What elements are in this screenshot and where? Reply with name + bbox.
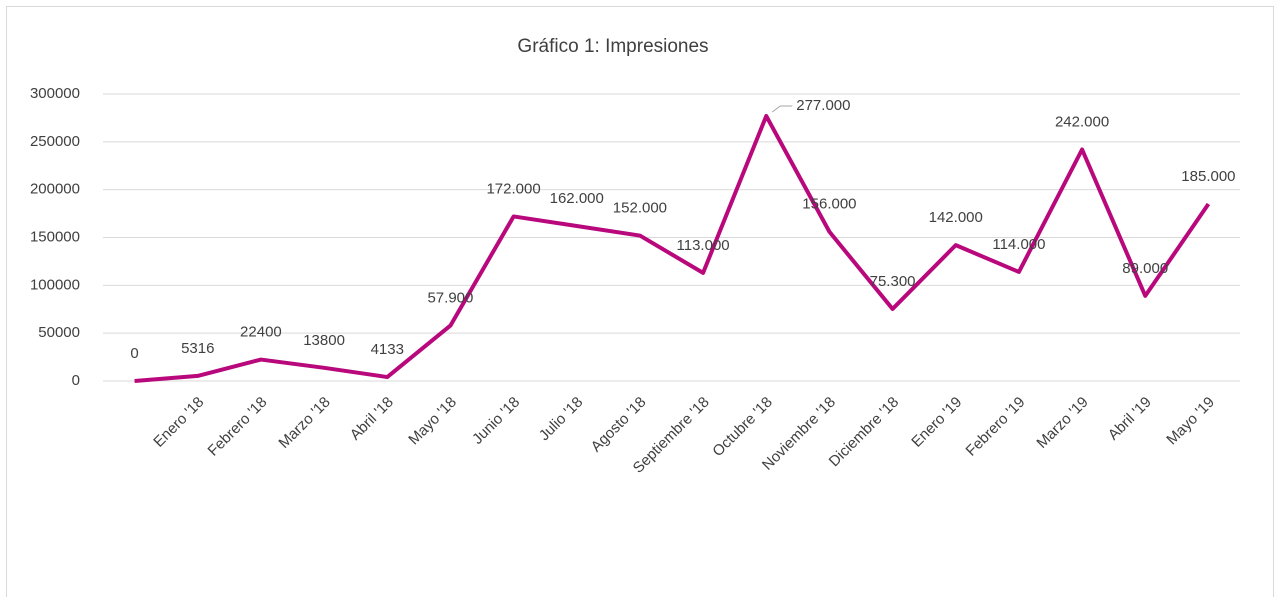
data-label: 162.000 bbox=[550, 190, 604, 207]
x-tick-label: Agosto '18 bbox=[588, 394, 650, 456]
data-label: 113.000 bbox=[677, 237, 730, 254]
data-label: 142.000 bbox=[929, 209, 983, 226]
x-tick-label: Marzo '19 bbox=[1033, 394, 1091, 452]
y-tick-label: 150000 bbox=[30, 228, 80, 245]
data-label: 89.000 bbox=[1122, 260, 1168, 277]
y-tick-label: 200000 bbox=[30, 181, 80, 198]
y-tick-label: 100000 bbox=[30, 276, 80, 293]
data-label: 0 bbox=[130, 345, 138, 362]
data-label: 242.000 bbox=[1055, 113, 1109, 130]
line-series bbox=[134, 114, 1211, 383]
data-label: 13800 bbox=[303, 332, 345, 349]
x-tick-label: Enero '18 bbox=[150, 394, 207, 451]
y-tick-label: 50000 bbox=[38, 324, 80, 341]
x-tick-label: Abril '18 bbox=[347, 394, 397, 444]
x-tick-label: Junio '18 bbox=[469, 394, 523, 448]
x-tick-label: Febrero '19 bbox=[963, 394, 1029, 460]
x-tick-label: Mayo '19 bbox=[1163, 394, 1218, 449]
data-label: 22400 bbox=[240, 324, 282, 341]
chart-title: Gráfico 1: Impresiones bbox=[517, 36, 708, 57]
data-label: 172.000 bbox=[486, 180, 540, 197]
data-label: 277.000 bbox=[796, 97, 850, 114]
data-label: 57.900 bbox=[427, 290, 473, 307]
data-label: 5316 bbox=[181, 340, 214, 357]
x-tick-label: Abril '19 bbox=[1105, 394, 1155, 444]
data-label: 114.000 bbox=[992, 236, 1045, 253]
x-tick-label: Mayo '18 bbox=[405, 394, 460, 449]
data-label: 185.000 bbox=[1181, 168, 1235, 185]
x-tick-label: Febrero '18 bbox=[205, 394, 271, 460]
y-tick-label: 300000 bbox=[30, 85, 80, 102]
x-tick-label: Marzo '18 bbox=[275, 394, 333, 452]
x-tick-label: Enero '19 bbox=[908, 394, 965, 451]
leader-line bbox=[771, 105, 793, 113]
data-label: 75.300 bbox=[870, 273, 916, 290]
y-tick-label: 250000 bbox=[30, 133, 80, 150]
x-tick-label: Julio '18 bbox=[536, 394, 587, 445]
y-tick-label: 0 bbox=[72, 372, 80, 389]
x-tick-label: Octubre '18 bbox=[709, 394, 776, 461]
data-label: 156.000 bbox=[802, 196, 856, 213]
data-label: 152.000 bbox=[613, 200, 667, 217]
data-label: 4133 bbox=[371, 341, 404, 358]
chart-border bbox=[6, 6, 1274, 602]
